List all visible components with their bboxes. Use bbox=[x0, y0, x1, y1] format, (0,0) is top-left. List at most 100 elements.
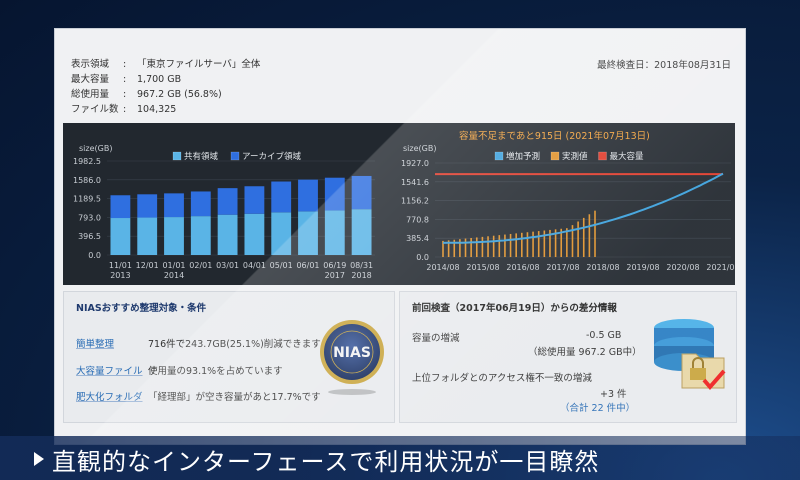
y-tick-label: 1982.5 bbox=[73, 157, 101, 166]
x-tick-label: 2015/08 bbox=[466, 263, 499, 272]
bar bbox=[190, 191, 211, 217]
info-key: 表示領域 bbox=[71, 59, 110, 70]
legend-label: 共有領域 bbox=[184, 151, 219, 162]
x-tick-label: 03/01 bbox=[216, 261, 239, 270]
info-sep: : bbox=[123, 74, 127, 85]
bar bbox=[351, 175, 372, 210]
bar bbox=[190, 216, 211, 255]
y-tick-label: 1189.5 bbox=[73, 195, 101, 204]
bar bbox=[298, 179, 318, 212]
bar bbox=[217, 188, 238, 215]
recommend-item-text: 使用量の93.1%を占めています bbox=[148, 366, 283, 377]
bar bbox=[164, 193, 184, 218]
dashboard-screen: 表示領域 : 「東京ファイルサーバ」全体 最大容量 : 1,700 GB 総使用… bbox=[54, 28, 746, 445]
legend-swatch bbox=[598, 151, 607, 161]
bar bbox=[244, 213, 265, 255]
info-sep: : bbox=[123, 89, 127, 100]
x-tick-label: 2020/08 bbox=[666, 263, 699, 272]
bar bbox=[271, 181, 292, 213]
y-tick-label: 0.0 bbox=[88, 251, 101, 260]
bar bbox=[324, 177, 345, 211]
bar bbox=[137, 194, 158, 218]
bar bbox=[110, 218, 131, 255]
x-tick-label: 11/01 bbox=[109, 261, 132, 270]
info-value: 1,700 GB bbox=[137, 74, 182, 85]
x-tick-label: 2017/08 bbox=[546, 263, 579, 272]
bar bbox=[217, 214, 238, 255]
x-year-label: 2014 bbox=[164, 271, 184, 280]
info-key: ファイル数 bbox=[71, 104, 119, 115]
recommend-item[interactable]: 簡単整理 716件で243.7GB(25.1%)削減できます bbox=[76, 336, 321, 350]
x-tick-label: 06/19 bbox=[323, 261, 346, 270]
charts-panel: size(GB) 1982.5 1586.0 1189.5 793.0 396.5 0.0 共… bbox=[63, 123, 740, 285]
info-value: 104,325 bbox=[137, 104, 177, 115]
recommend-item-label[interactable]: 簡単整理 bbox=[76, 339, 115, 350]
info-row: 最大容量 : 1,700 GB bbox=[71, 72, 260, 87]
diff-title: 前回検査（2017年06月19日）からの差分情報 bbox=[412, 303, 617, 314]
info-sep: : bbox=[123, 104, 127, 115]
info-row: 表示領域 : 「東京ファイルサーバ」全体 bbox=[71, 57, 260, 72]
y-tick-label: 1541.6 bbox=[401, 178, 429, 187]
caption-text: 直観的なインターフェースで利用状況が一目瞭然 bbox=[52, 448, 600, 476]
info-value: 967.2 GB (56.8%) bbox=[137, 89, 222, 100]
bar bbox=[351, 209, 372, 255]
recommend-item[interactable]: 大容量ファイル 使用量の93.1%を占めています bbox=[76, 363, 283, 377]
nias-logo-text: NIAS bbox=[333, 345, 371, 361]
info-row: 総使用量 : 967.2 GB (56.8%) bbox=[71, 87, 260, 102]
nias-logo-icon: NIAS bbox=[320, 320, 384, 395]
x-tick-label: 08/31 bbox=[350, 261, 373, 270]
y-tick-label: 385.4 bbox=[406, 234, 429, 243]
access-sub[interactable]: （合計 22 件中） bbox=[560, 403, 636, 414]
info-row: ファイル数 : 104,325 bbox=[71, 102, 260, 117]
info-value: 「東京ファイルサーバ」全体 bbox=[137, 59, 261, 70]
capacity-sub: （総使用量 967.2 GB中） bbox=[528, 347, 642, 358]
caption-bar: 直観的なインターフェースで利用状況が一目瞭然 bbox=[0, 436, 800, 480]
legend-swatch bbox=[230, 151, 240, 161]
y-tick-label: 1586.0 bbox=[73, 176, 101, 185]
forecast-title: 容量不足まであと915日 (2021年07月13日) bbox=[459, 130, 650, 142]
x-tick-label: 2014/08 bbox=[426, 263, 459, 272]
legend-label: 増加予測 bbox=[506, 151, 540, 162]
x-tick-label: 2018/08 bbox=[586, 263, 619, 272]
legend-swatch bbox=[550, 151, 560, 161]
y-tick-label: 793.0 bbox=[78, 213, 101, 222]
legend-label: 最大容量 bbox=[610, 151, 645, 162]
x-tick-label: 05/01 bbox=[270, 261, 293, 270]
x-tick-label: 02/01 bbox=[189, 261, 212, 270]
y-tick-label: 0.0 bbox=[416, 253, 429, 262]
y-tick-label: 396.5 bbox=[78, 232, 101, 241]
y-axis-label: size(GB) bbox=[403, 144, 436, 153]
diff-panel: 前回検査（2017年06月19日）からの差分情報 容量の増減 -0.5 GB （… bbox=[399, 291, 737, 423]
y-axis-label: size(GB) bbox=[79, 144, 112, 153]
bar bbox=[244, 186, 265, 214]
capacity-label: 容量の増減 bbox=[412, 333, 460, 344]
x-year-label: 2018 bbox=[351, 271, 371, 280]
recommend-item-label[interactable]: 肥大化フォルダ bbox=[76, 392, 143, 403]
y-tick-label: 770.8 bbox=[406, 215, 429, 224]
info-sep: : bbox=[123, 59, 127, 70]
play-triangle-icon bbox=[34, 452, 44, 466]
access-value: +3 件 bbox=[600, 389, 627, 400]
forecast-line bbox=[442, 172, 724, 244]
x-tick-label: 2016/08 bbox=[506, 263, 539, 272]
bar bbox=[298, 211, 318, 255]
recommend-item-text: 「経理部」が空き容量があと17.7%です bbox=[148, 392, 321, 403]
access-label: 上位フォルダとのアクセス権不一致の増減 bbox=[412, 373, 592, 384]
y-tick-label: 1156.2 bbox=[401, 197, 429, 206]
bar bbox=[137, 217, 158, 255]
x-tick-label: 2021/08 bbox=[706, 263, 735, 272]
bar bbox=[324, 210, 345, 255]
recommend-item[interactable]: 肥大化フォルダ 「経理部」が空き容量があと17.7%です bbox=[76, 389, 321, 403]
x-tick-label: 01/01 bbox=[162, 261, 185, 270]
legend-label: 実測値 bbox=[562, 151, 588, 162]
database-folder-icon bbox=[654, 319, 726, 391]
bar bbox=[110, 195, 131, 219]
x-tick-label: 2019/08 bbox=[626, 263, 659, 272]
bar bbox=[164, 217, 184, 255]
capacity-value: -0.5 GB bbox=[586, 330, 622, 341]
x-year-label: 2017 bbox=[325, 271, 345, 280]
recommend-item-label[interactable]: 大容量ファイル bbox=[76, 366, 143, 377]
x-tick-label: 06/01 bbox=[296, 261, 319, 270]
legend-label: アーカイブ領域 bbox=[242, 151, 301, 162]
recommend-title: NIASおすすめ整理対象・条件 bbox=[76, 303, 207, 314]
